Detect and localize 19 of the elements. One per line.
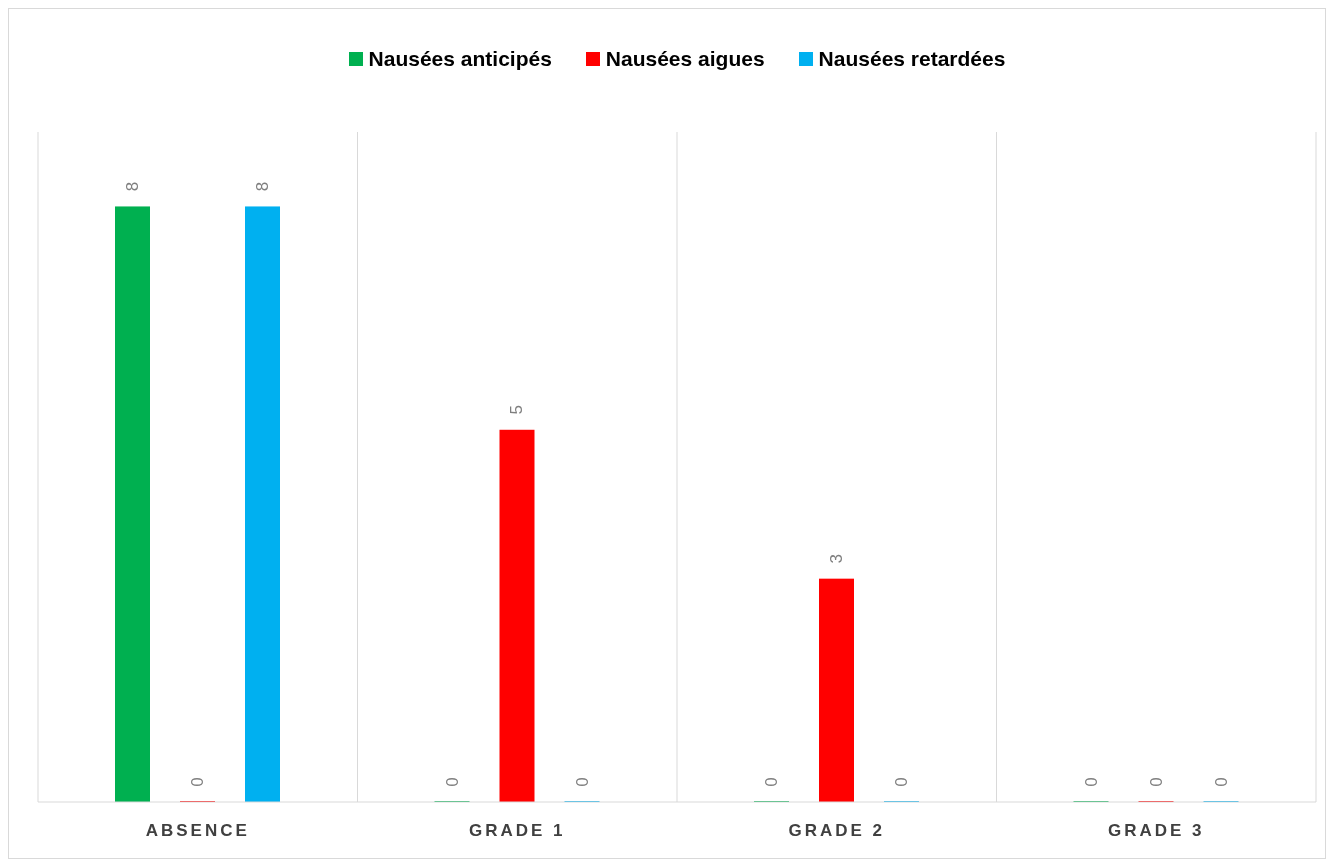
data-label: 5 xyxy=(507,405,527,415)
data-label: 0 xyxy=(762,777,781,787)
legend-label: Nausées retardées xyxy=(818,47,1006,71)
x-tick-label: GRADE 2 xyxy=(788,821,886,840)
data-label: 0 xyxy=(892,777,911,787)
x-tick-label: GRADE 1 xyxy=(468,821,566,840)
legend-label: Nausées anticipés xyxy=(368,47,552,71)
x-tick-label: ABSENCE xyxy=(145,821,250,840)
data-label: 8 xyxy=(253,181,272,192)
data-label: 0 xyxy=(442,777,462,787)
x-tick-label: GRADE 3 xyxy=(1107,821,1205,840)
data-label: 0 xyxy=(1081,777,1101,787)
data-label: 0 xyxy=(572,777,592,787)
data-label: 0 xyxy=(1146,777,1166,787)
data-label: 3 xyxy=(827,553,846,564)
data-label: 0 xyxy=(1211,777,1231,787)
data-label: 0 xyxy=(188,777,207,787)
data-label: 8 xyxy=(123,181,142,192)
legend-label: Nausées aigues xyxy=(605,47,765,71)
